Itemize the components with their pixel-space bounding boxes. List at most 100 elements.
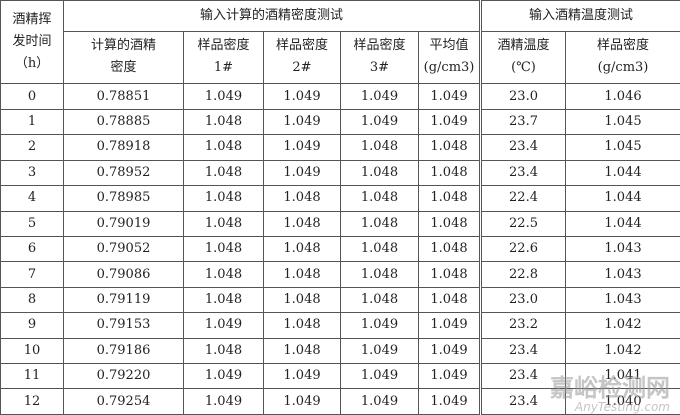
group-header: 输入酒精温度测试 <box>479 0 680 32</box>
data-row: 2 0.78918 1.048 1.049 1.048 1.048 23.4 1.045 <box>0 134 680 161</box>
cell: 0.78885 <box>63 108 184 136</box>
cell: 1.049 <box>183 363 264 390</box>
cell: 1.048 <box>417 286 482 314</box>
cell: 23.7 <box>479 108 567 136</box>
cell: 1.043 <box>565 235 680 263</box>
header-line: 计算的酒精 <box>90 38 156 54</box>
data-row: 9 0.79153 1.049 1.048 1.049 1.049 23.2 1.042 <box>0 312 680 339</box>
cell: 1.049 <box>417 312 482 339</box>
cell: 1 <box>0 108 64 136</box>
group-header: 输入计算的酒精密度测试 <box>62 0 482 32</box>
cell: 1.048 <box>183 134 264 161</box>
column-header: 计算的酒精 密度 <box>63 30 184 85</box>
cell: 12 <box>0 388 64 415</box>
cell: 1.048 <box>183 185 264 212</box>
cell: 1.049 <box>417 108 482 136</box>
cell: 1.044 <box>565 185 680 212</box>
cell: 23.4 <box>479 134 567 161</box>
data-row: 8 0.79119 1.048 1.048 1.048 1.048 23.0 1.043 <box>0 286 680 314</box>
cell: 1.049 <box>340 388 419 415</box>
corner-header: 酒精挥 发时间 （h） <box>0 0 64 85</box>
cell: 1.041 <box>565 363 680 390</box>
header-line: 样品密度 <box>197 38 250 54</box>
cell: 22.4 <box>479 185 567 212</box>
column-header: 样品密度 1# <box>183 30 264 85</box>
cell: 1.048 <box>183 261 264 288</box>
cell: 1.048 <box>340 261 419 288</box>
data-row: 6 0.79052 1.048 1.048 1.048 1.048 22.6 1.043 <box>0 235 680 263</box>
cell: 1.045 <box>565 134 680 161</box>
cell: 1.048 <box>340 210 419 237</box>
data-row: 4 0.78985 1.048 1.048 1.048 1.048 22.4 1.044 <box>0 185 680 212</box>
cell: 1.049 <box>340 312 419 339</box>
data-row: 7 0.79086 1.048 1.048 1.048 1.048 22.8 1.043 <box>0 261 680 288</box>
header-line: 平均值 <box>429 38 469 54</box>
cell: 1.043 <box>565 261 680 288</box>
data-row: 10 0.79186 1.048 1.048 1.049 1.049 23.4 1.042 <box>0 337 680 365</box>
cell: 1.049 <box>263 134 341 161</box>
cell: 1.048 <box>417 159 482 187</box>
cell: 1.049 <box>417 363 482 390</box>
header-line: 3# <box>369 60 390 76</box>
cell: 1.048 <box>183 210 264 237</box>
cell: 1.048 <box>263 235 341 263</box>
header-line: 样品密度 <box>275 38 328 54</box>
header-line: 2# <box>292 60 312 76</box>
cell: 6 <box>0 235 64 263</box>
cell: 1.049 <box>340 363 419 390</box>
cell: 1.049 <box>340 83 419 110</box>
cell: 0.78952 <box>63 159 184 187</box>
cell: 1.048 <box>183 286 264 314</box>
data-row: 1 0.78885 1.048 1.049 1.049 1.049 23.7 1.045 <box>0 108 680 136</box>
cell: 1.049 <box>263 159 341 187</box>
cell: 1.049 <box>183 83 264 110</box>
cell: 23.0 <box>479 83 567 110</box>
cell: 0.79019 <box>63 210 184 237</box>
cell: 1.049 <box>183 312 264 339</box>
data-row: 5 0.79019 1.048 1.048 1.048 1.048 22.5 1.044 <box>0 210 680 237</box>
cell: 1.048 <box>417 134 482 161</box>
cell: 1.048 <box>340 235 419 263</box>
cell: 23.4 <box>479 337 567 365</box>
cell: 23.4 <box>479 363 567 390</box>
cell: 0.79086 <box>63 261 184 288</box>
header-line: （h） <box>14 56 50 72</box>
cell: 1.048 <box>263 261 341 288</box>
cell: 1.049 <box>183 388 264 415</box>
data-row: 12 0.79254 1.049 1.049 1.049 1.049 23.4 1.040 <box>0 388 680 415</box>
cell: 0.78851 <box>63 83 184 110</box>
cell: 23.4 <box>479 388 567 415</box>
cell: 1.049 <box>340 108 419 136</box>
column-header: 平均值 (g/cm3) <box>417 30 482 85</box>
cell: 9 <box>0 312 64 339</box>
cell: 0.79220 <box>63 363 184 390</box>
header-line: (g/cm3) <box>597 60 649 76</box>
cell: 1.048 <box>340 134 419 161</box>
cell: 1.048 <box>263 312 341 339</box>
cell: 0.78918 <box>63 134 184 161</box>
header-line: 酒精温度 <box>497 38 550 54</box>
cell: 11 <box>0 363 64 390</box>
cell: 0.79119 <box>63 286 184 314</box>
header-row: 酒精挥 发时间 （h） 输入计算的酒精密度测试 输入酒精温度测试 <box>0 0 680 85</box>
cell: 1.044 <box>565 159 680 187</box>
cell: 1.048 <box>340 159 419 187</box>
cell: 1.044 <box>565 210 680 237</box>
cell: 1.048 <box>183 337 264 365</box>
cell: 23.2 <box>479 312 567 339</box>
cell: 1.048 <box>183 235 264 263</box>
header-line: 酒精挥 <box>12 12 52 28</box>
cell: 1.046 <box>565 83 680 110</box>
cell: 0 <box>0 83 64 110</box>
cell: 1.048 <box>417 261 482 288</box>
cell: 23.0 <box>479 286 567 314</box>
cell: 0.79254 <box>63 388 184 415</box>
header-line: 1# <box>213 60 234 76</box>
cell: 1.049 <box>340 337 419 365</box>
cell: 1.048 <box>417 185 482 212</box>
cell: 1.049 <box>417 83 482 110</box>
cell: 1.048 <box>183 108 264 136</box>
cell: 1.048 <box>263 185 341 212</box>
